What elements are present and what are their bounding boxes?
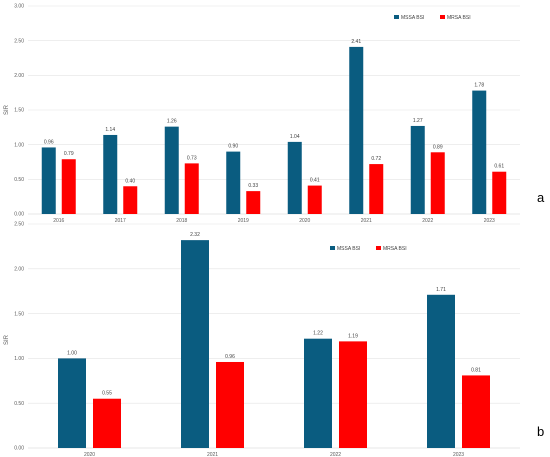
chart-a-legend-swatch [440, 15, 445, 19]
chart-a-data-label: 1.78 [474, 83, 484, 89]
chart-b-x-tick-label: 2020 [84, 452, 95, 457]
chart-a-y-tick-label: 2.00 [14, 73, 24, 79]
chart-a-bar-mssa [103, 134, 118, 214]
chart-a-data-label: 1.04 [290, 134, 300, 140]
chart-b-x-tick-label: 2022 [330, 452, 341, 457]
chart-a-bar-mrsa [246, 191, 261, 214]
chart-a-y-tick-label: 0.50 [14, 177, 24, 183]
chart-b-data-label: 0.81 [471, 367, 481, 373]
chart-b-bar-mssa [304, 338, 332, 448]
chart-a-x-tick-label: 2016 [53, 218, 64, 224]
chart-a-data-label: 2.41 [351, 39, 361, 45]
chart-b-bar-mrsa [462, 375, 490, 448]
chart-b-data-label: 1.19 [348, 333, 358, 339]
chart-a-x-tick-label: 2021 [361, 218, 372, 224]
chart-a-x-tick-label: 2017 [115, 218, 126, 224]
chart-b-data-label: 0.55 [102, 391, 112, 397]
chart-a-y-tick-label: 3.00 [14, 4, 24, 10]
chart-a-data-label: 0.90 [228, 144, 238, 150]
chart-a-y-tick-label: 2.50 [14, 38, 24, 44]
chart-a-bar-mssa [410, 125, 425, 214]
chart-a-y-tick-label: 1.50 [14, 108, 24, 114]
chart-a-bar-mssa [287, 141, 302, 214]
chart-a-data-label: 0.96 [44, 139, 54, 145]
chart-a-data-label: 0.41 [310, 178, 320, 184]
chart-b-legend-swatch [330, 246, 335, 250]
chart-a-x-tick-label: 2023 [484, 218, 495, 224]
panel-letter-a: a [537, 190, 545, 205]
chart-a-y-tick-label: 1.00 [14, 142, 24, 148]
chart-b-legend-label: MSSA BSI [337, 246, 360, 252]
chart-a-bar-mrsa [307, 185, 322, 214]
chart-b-legend-swatch [376, 246, 381, 250]
chart-b-bar-mssa [181, 240, 209, 448]
chart-a-x-tick-label: 2020 [299, 218, 310, 224]
chart-a-legend-label: MSSA BSI [401, 15, 424, 21]
chart-b-y-tick-label: 1.50 [14, 311, 24, 317]
chart-a-legend-swatch [394, 15, 399, 19]
chart-a-bar-mssa [41, 147, 56, 214]
chart-b-y-tick-label: 1.00 [14, 356, 24, 362]
chart-b-x-tick-label: 2023 [453, 452, 464, 457]
chart-b-y-tick-label: 2.50 [14, 222, 24, 228]
chart-a-bar-mrsa [492, 171, 507, 214]
chart-a-legend-label: MRSA BSI [447, 15, 471, 21]
chart-a-data-label: 0.40 [125, 178, 135, 184]
chart-b-bar-mrsa [93, 398, 121, 448]
chart-a-bar-mssa [349, 46, 364, 215]
chart-b-x-tick-label: 2021 [207, 452, 218, 457]
chart-a-bar-mssa [472, 90, 487, 214]
chart-a-data-label: 0.61 [494, 164, 504, 170]
chart-b-y-tick-label: 0.50 [14, 401, 24, 407]
chart-a-data-label: 0.73 [187, 155, 197, 161]
chart-a-data-label: 1.27 [413, 118, 423, 124]
chart-b-data-label: 1.00 [67, 350, 77, 356]
chart-a-bar-mrsa [184, 163, 199, 214]
chart-a-x-tick-label: 2019 [238, 218, 249, 224]
chart-b-y-axis-label: SIR [4, 334, 10, 345]
chart-a-data-label: 0.89 [433, 144, 443, 150]
chart-a-bar-mssa [164, 126, 179, 214]
chart-a-x-tick-label: 2018 [176, 218, 187, 224]
chart-a-y-tick-label: 0.00 [14, 212, 24, 218]
chart-b-bar-mssa [427, 294, 455, 448]
chart-b-bar-mrsa [216, 361, 244, 448]
chart-a-data-label: 0.79 [64, 151, 74, 157]
panel-letter-b: b [537, 424, 545, 439]
chart-b-data-label: 1.22 [313, 331, 323, 337]
chart-b-legend-label: MRSA BSI [383, 246, 407, 252]
chart-b-bar-mrsa [339, 341, 367, 448]
chart-a-bar-mssa [226, 151, 241, 214]
chart-b-data-label: 2.32 [190, 232, 200, 238]
chart-a-data-label: 1.26 [167, 119, 177, 125]
chart-a-bar-mrsa [369, 164, 384, 214]
chart-a-data-label: 0.72 [371, 156, 381, 162]
chart-a-x-tick-label: 2022 [422, 218, 433, 224]
chart-b-y-tick-label: 0.00 [14, 446, 24, 452]
chart-a-data-label: 0.33 [248, 183, 258, 189]
chart-b-data-label: 0.96 [225, 354, 235, 360]
chart-b-data-label: 1.71 [436, 287, 446, 293]
chart-a-bar-mrsa [123, 186, 138, 214]
chart-b-bar-mssa [58, 358, 86, 448]
chart-a-bar-mrsa [430, 152, 445, 214]
chart-a-data-label: 1.14 [105, 127, 115, 133]
chart-b-y-tick-label: 2.00 [14, 267, 24, 273]
chart-a-y-axis-label: SIR [4, 104, 10, 115]
chart-a-bar-mrsa [61, 159, 76, 214]
